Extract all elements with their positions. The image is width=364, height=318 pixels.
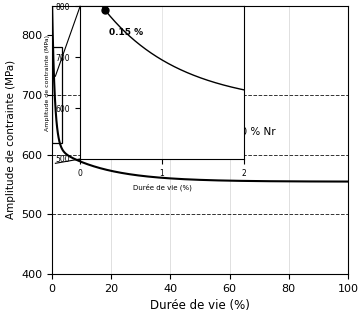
Text: 25 %: 25 % <box>138 128 164 138</box>
Y-axis label: Amplitude de contrainte (MPa): Amplitude de contrainte (MPa) <box>45 35 50 131</box>
X-axis label: Durée de vie (%): Durée de vie (%) <box>150 300 250 313</box>
Bar <box>52 47 62 143</box>
Text: 60 % Nr: 60 % Nr <box>234 127 276 137</box>
X-axis label: Durée de vie (%): Durée de vie (%) <box>132 183 191 191</box>
Text: 0.15 %: 0.15 % <box>109 28 143 37</box>
Y-axis label: Amplitude de contrainte (MPa): Amplitude de contrainte (MPa) <box>5 60 16 219</box>
